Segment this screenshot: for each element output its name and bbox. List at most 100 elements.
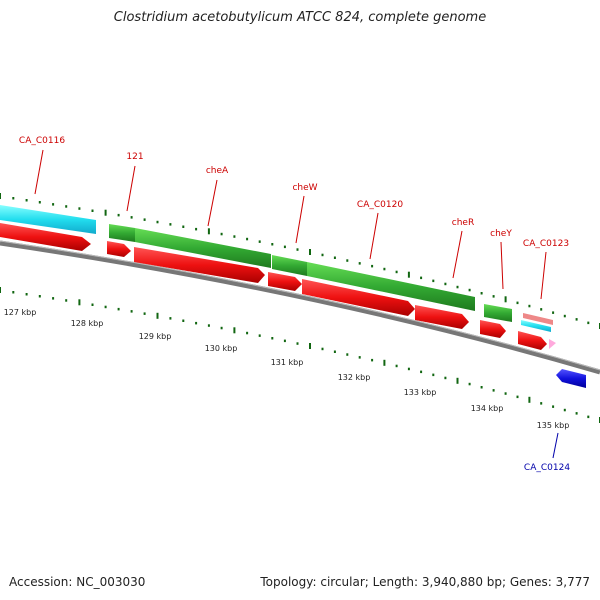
label-cher[interactable]: cheR: [452, 218, 474, 228]
misc-feature-arrow[interactable]: [549, 339, 556, 349]
tick-mark: [283, 245, 286, 249]
label-ca-c0120[interactable]: CA_C0120: [357, 200, 403, 210]
tick-mark: [104, 305, 107, 309]
tick-mark: [456, 285, 459, 289]
tick-mark: [333, 256, 336, 259]
kbp-tick-label: 133 kbp: [404, 388, 437, 397]
tick-mark: [271, 243, 274, 246]
tick-mark: [540, 308, 543, 311]
kbp-tick-label: 129 kbp: [139, 332, 172, 341]
tick-mark: [528, 304, 531, 308]
leader-chew: [295, 195, 305, 244]
label-ca-c0116[interactable]: CA_C0116: [19, 136, 65, 146]
upper-tick-ring: [0, 193, 600, 329]
tick-mark: [296, 342, 299, 345]
tick-mark: [407, 271, 410, 278]
tick-mark: [563, 314, 566, 318]
tick-mark: [78, 207, 81, 210]
gene-chey-block[interactable]: [484, 304, 512, 322]
cds-arrow-ca-c0123[interactable]: [518, 331, 547, 350]
tick-mark: [104, 209, 107, 216]
kbp-tick-label: 134 kbp: [471, 404, 504, 413]
cds-arrow-chey[interactable]: [480, 320, 506, 338]
cds-arrow-cher[interactable]: [415, 305, 469, 329]
tick-mark: [575, 318, 578, 321]
tick-mark: [65, 299, 68, 302]
label-chew[interactable]: cheW: [292, 183, 317, 193]
tick-mark: [52, 203, 55, 206]
tick-mark: [169, 317, 172, 320]
tick-mark: [480, 292, 483, 295]
tick-mark: [504, 392, 507, 395]
cds-arrow-ca-c0120[interactable]: [302, 279, 415, 316]
tick-mark: [25, 199, 28, 202]
leader-ca-c0120: [369, 212, 379, 260]
genome-backbone-highlight: [0, 240, 600, 371]
label-chey[interactable]: cheY: [490, 229, 512, 239]
tick-mark: [407, 367, 410, 371]
tick-mark: [143, 218, 146, 221]
tick-mark: [207, 324, 210, 327]
tick-mark: [233, 235, 236, 238]
leader-ca-c0123: [540, 251, 547, 300]
gene-121-block[interactable]: [109, 224, 135, 242]
label-chea[interactable]: cheA: [206, 166, 229, 176]
cds-arrow-chea[interactable]: [134, 247, 265, 283]
label-ca-c0124[interactable]: CA_C0124: [524, 463, 570, 473]
tick-mark: [207, 228, 210, 235]
tick-mark: [444, 376, 447, 380]
tick-mark: [156, 312, 159, 319]
tick-mark: [38, 295, 41, 298]
tick-mark: [169, 223, 172, 226]
gene-ca-c0123-block[interactable]: [521, 320, 551, 332]
tick-mark: [296, 248, 299, 251]
gene-ca-c0124-block[interactable]: [556, 369, 586, 388]
tick-mark: [195, 227, 198, 231]
tick-mark: [309, 249, 311, 255]
gene-ca-c0120-block[interactable]: [307, 262, 475, 311]
tick-mark: [195, 321, 198, 325]
tick-mark: [117, 213, 120, 217]
cds-arrow-ca-c0116[interactable]: [0, 223, 91, 251]
label-ca-c0123[interactable]: CA_C0123: [523, 239, 569, 249]
tick-mark: [552, 405, 555, 408]
tick-mark: [117, 307, 120, 311]
leader-chea: [207, 179, 218, 227]
tick-mark: [309, 343, 311, 349]
tick-mark: [552, 311, 555, 314]
tick-mark: [383, 359, 386, 366]
gene-chea-block[interactable]: [135, 228, 271, 268]
tick-mark: [321, 253, 324, 257]
gene-chew-block[interactable]: [272, 255, 307, 276]
tick-mark: [0, 287, 1, 293]
tick-mark: [283, 339, 286, 343]
kbp-tick-label: 130 kbp: [205, 344, 238, 353]
tick-mark: [0, 193, 1, 199]
tick-mark: [587, 415, 590, 419]
tick-mark: [563, 408, 566, 412]
tick-mark: [246, 237, 249, 241]
kbp-tick-label: 131 kbp: [271, 358, 304, 367]
tick-mark: [492, 295, 495, 298]
tick-mark: [12, 291, 15, 294]
leader-121: [126, 165, 136, 212]
tick-mark: [358, 356, 361, 359]
kbp-tick-label: 127 kbp: [4, 308, 37, 317]
genome-backbone: [0, 240, 600, 375]
tick-mark: [220, 326, 223, 330]
tick-mark: [516, 301, 519, 305]
cds-arrow-121[interactable]: [107, 241, 131, 257]
tick-mark: [143, 312, 146, 315]
rrna-block[interactable]: [523, 313, 553, 325]
tick-mark: [420, 276, 423, 280]
label-121[interactable]: 121: [126, 152, 143, 162]
map-title: Clostridium acetobutylicum ATCC 824, com…: [113, 10, 487, 25]
tick-mark: [516, 395, 519, 399]
accession-text: Accession: NC_003030: [9, 575, 146, 589]
cds-arrow-chew[interactable]: [268, 272, 302, 291]
kbp-tick-label: 135 kbp: [537, 421, 570, 430]
gene-ca-c0116-block[interactable]: [0, 205, 96, 234]
tick-mark: [432, 373, 435, 377]
leader-chey: [500, 241, 504, 290]
